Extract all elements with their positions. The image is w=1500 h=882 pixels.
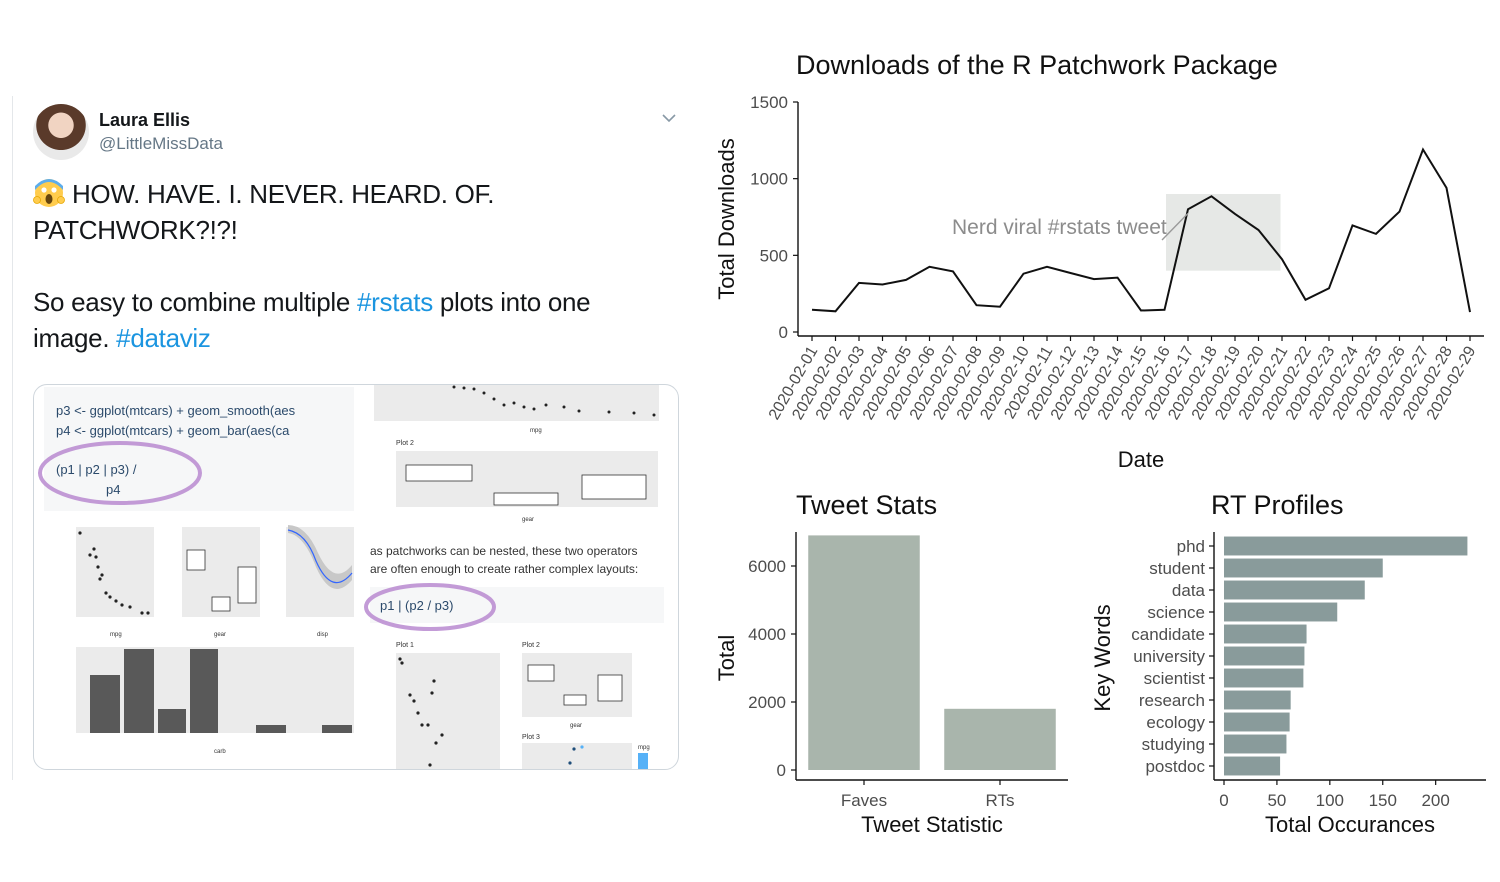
x-axis-title: Tweet Statistic [861,812,1003,837]
mini-legend-mpg: mpg [638,745,650,751]
tweet-media-image[interactable]: p3 <- ggplot(mtcars) + geom_smooth(aes p… [33,384,679,770]
code-line-4: p4 [106,482,120,497]
x-tick-label: 50 [1267,791,1286,810]
patchwork-screenshot: p3 <- ggplot(mtcars) + geom_smooth(aes p… [38,385,664,769]
y-tick-label: 1000 [750,170,788,189]
line-chart-title: Downloads of the R Patchwork Package [796,50,1278,80]
hbar-phd [1224,536,1468,556]
hbar-candidate [1224,624,1307,644]
y-tick-label: ecology [1146,713,1205,732]
y-tick-label: studying [1142,735,1205,754]
y-tick-label: 0 [779,323,788,342]
hbar-data [1224,580,1365,600]
screaming-face-icon [33,179,65,207]
tweet-text: HOW. HAVE. I. NEVER. HEARD. OF. PATCHWOR… [33,176,673,356]
annotation-arrow [1161,212,1189,241]
bar-rts [944,708,1056,770]
downloads-series-line [811,147,1471,313]
media-caption-1: as patchworks can be nested, these two o… [370,544,638,558]
code-line-2: p4 <- ggplot(mtcars) + geom_bar(aes(ca [56,423,290,438]
mini-axis-gear-3: gear [570,723,582,729]
y-tick-label: student [1149,559,1205,578]
x-axis-title: Total Occurances [1265,812,1435,837]
y-tick-label: university [1133,647,1205,666]
y-tick-label: 0 [777,761,786,780]
x-tick-label: RTs [986,791,1015,810]
hbar-student [1224,558,1383,578]
y-tick-label: 500 [760,246,788,265]
y-tick-label: data [1172,581,1206,600]
author-handle[interactable]: @LittleMissData [99,134,224,153]
hbar-postdoc [1224,756,1281,776]
mini-axis-carb: carb [214,749,226,755]
code-line-3: (p1 | p2 | p3) / [56,462,137,477]
y-tick-label: 1500 [750,93,788,112]
tweet-line-1: HOW. HAVE. I. NEVER. HEARD. OF. [71,179,495,209]
avatar[interactable] [33,104,89,160]
hbar-studying [1224,734,1287,754]
mini-plot3-label: Plot 3 [522,734,540,741]
annotation-text: Nerd viral #rstats tweet [952,216,1167,239]
tweet-line-3-end: plots into one [432,287,591,317]
hbar-research [1224,690,1291,710]
x-axis-title: Date [1118,447,1164,472]
x-tick-label: 100 [1316,791,1344,810]
chevron-down-icon[interactable] [661,110,677,126]
author-name[interactable]: Laura Ellis [99,110,191,130]
y-tick-label: scientist [1144,669,1206,688]
tweet-stats-bar-chart: 0 2000 4000 6000 Faves RTs Tweet Statistic Tota… [714,532,1068,837]
downloads-line-chart: 0500100015002020-02-012020-02-022020-02-… [714,93,1484,472]
y-axis-title: Key Words [1090,604,1115,711]
tweet-line-2: PATCHWORK?!?! [33,215,238,245]
x-tick-label: 200 [1421,791,1449,810]
hbar-scientist [1224,668,1304,688]
y-tick-label: candidate [1131,625,1205,644]
mini-scatter-1 [78,531,150,615]
y-tick-label: 6000 [748,557,786,576]
x-tick-label: 0 [1219,791,1228,810]
mini-axis-mpg: mpg [530,428,542,434]
mini-axis-gear-2: gear [214,632,226,638]
hbar-science [1224,602,1338,622]
mini-plot2b-label: Plot 2 [522,642,540,649]
y-tick-label: research [1139,691,1205,710]
rt-profiles-hbar-chart: phd student data science candidate university… [1090,532,1486,837]
mini-plot2-label: Plot 2 [396,440,414,447]
media-caption-2: are often enough to create rather comple… [370,562,638,576]
hbar-university [1224,646,1305,666]
bar-faves [808,535,920,770]
x-tick-label: Faves [841,791,887,810]
y-tick-label: postdoc [1145,757,1205,776]
y-tick-label: phd [1177,537,1205,556]
tweet-stats-title: Tweet Stats [796,490,938,520]
mini-plot1-label: Plot 1 [396,642,414,649]
tweet-card: Laura Ellis @LittleMissData HOW. HAVE. I… [12,96,698,780]
hashtag-dataviz-link[interactable]: #dataviz [116,323,211,353]
hashtag-rstats-link[interactable]: #rstats [357,287,433,317]
rt-profiles-title: RT Profiles [1211,490,1344,520]
mini-scatter-top [452,385,656,417]
code-line-5: p1 | (p2 / p3) [380,598,453,613]
code-line-1: p3 <- ggplot(mtcars) + geom_smooth(aes [56,403,296,418]
x-tick-label: 150 [1369,791,1397,810]
y-tick-label: 2000 [748,693,786,712]
tweet-line-3-start: So easy to combine multiple [33,287,357,317]
hbar-ecology [1224,712,1290,732]
highlight-circle-2 [364,583,496,631]
y-tick-label: 4000 [748,625,786,644]
mini-axis-mpg-2: mpg [110,632,122,638]
highlight-circle-1 [38,441,202,505]
y-axis-title: Total [714,635,739,681]
mini-axis-gear: gear [522,517,534,523]
y-tick-label: science [1147,603,1205,622]
mini-bars [90,649,352,733]
mini-axis-disp: disp [317,632,329,638]
mini-scatter-2 [398,657,444,767]
tweet-line-4-start: image. [33,323,117,353]
y-axis-title: Total Downloads [714,138,739,299]
